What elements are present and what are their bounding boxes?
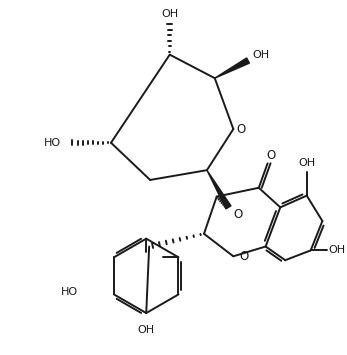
Text: OH: OH [252,50,269,60]
Polygon shape [207,170,231,209]
Text: HO: HO [44,138,61,148]
Text: OH: OH [329,245,346,255]
Text: O: O [266,149,275,162]
Text: O: O [237,122,246,136]
Text: O: O [239,250,249,263]
Text: OH: OH [298,158,315,168]
Polygon shape [215,58,249,78]
Text: OH: OH [161,9,178,18]
Text: O: O [234,208,243,221]
Text: HO: HO [61,288,78,297]
Text: OH: OH [138,325,155,335]
